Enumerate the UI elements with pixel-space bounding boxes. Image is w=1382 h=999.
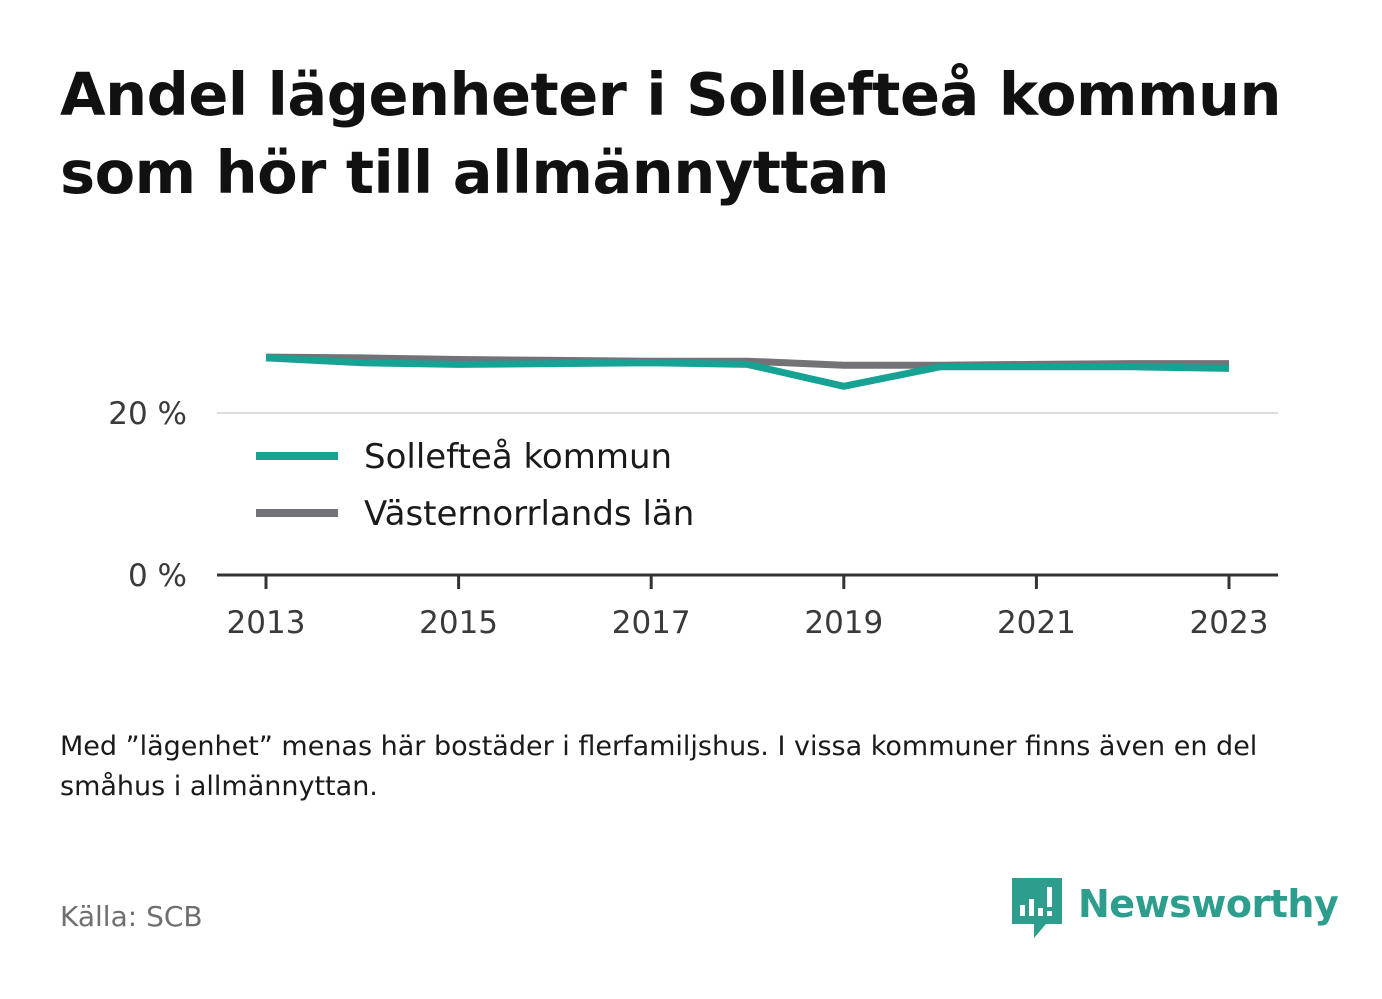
brand-name: Newsworthy <box>1078 882 1339 926</box>
x-tick-label: 2015 <box>419 605 498 641</box>
logo-badge-shape <box>1012 878 1062 938</box>
x-tick-label: 2017 <box>612 605 691 641</box>
series-lines <box>265 353 1230 390</box>
source-label: Källa: SCB <box>60 900 203 933</box>
logo-bar-2 <box>1029 899 1034 916</box>
legend-label: Västernorrlands län <box>364 494 694 534</box>
chart-title: Andel lägenheter i Sollefteå kommun som … <box>60 60 1281 207</box>
y-tick-label: 20 % <box>108 396 187 432</box>
x-tick-label: 2013 <box>227 605 306 641</box>
series-line <box>265 354 1230 390</box>
x-axis: 2013 2015 2017 2019 2021 2023 <box>217 573 1278 641</box>
x-tick-label: 2019 <box>804 605 883 641</box>
legend: Sollefteå kommun Västernorrlands län <box>256 437 694 534</box>
brand-logo: Newsworthy <box>1012 878 1339 940</box>
x-tick-label: 2021 <box>997 605 1076 641</box>
y-tick-label: 0 % <box>128 558 187 594</box>
line-chart: 0 % 20 % 2013 2015 2017 2019 2021 2023 Solleft… <box>108 353 1278 641</box>
logo-bar-4 <box>1047 887 1052 907</box>
legend-label: Sollefteå kommun <box>364 437 672 477</box>
logo-dot <box>1047 911 1052 916</box>
chart-note: Med ”lägenhet” menas här bostäder i fler… <box>60 731 1258 802</box>
newsworthy-logo-icon <box>1012 878 1062 938</box>
y-tick-labels: 0 % 20 % <box>108 396 187 594</box>
x-tick-label: 2023 <box>1190 605 1269 641</box>
logo-bar-1 <box>1020 905 1025 916</box>
logo-bar-3 <box>1038 908 1043 916</box>
